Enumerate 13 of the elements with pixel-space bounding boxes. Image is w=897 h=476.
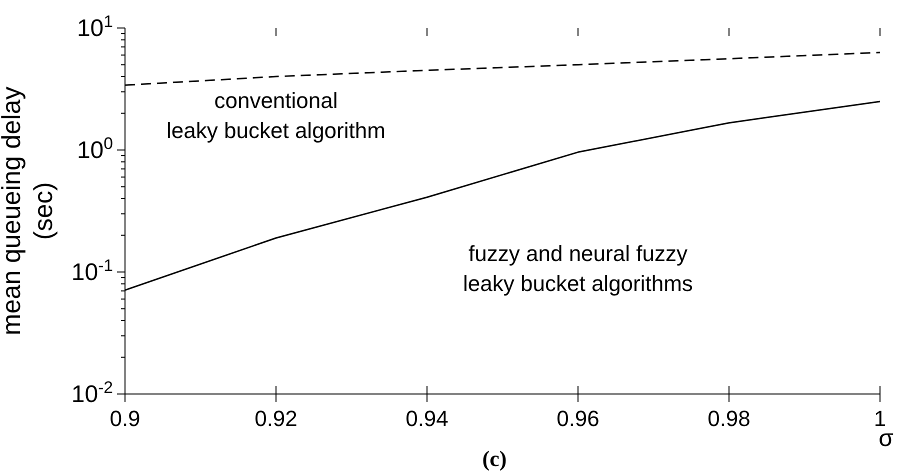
text: (c) (482, 446, 507, 471)
y-tick-label: 10$^{-2}$ (71, 378, 113, 408)
x-tick-label: 0.94 (406, 406, 448, 431)
y-tick-label: 10$^{-1}$ (71, 256, 113, 286)
x-tick-label: 0.98 (708, 406, 750, 431)
x-tick-label: 0.9 (110, 406, 140, 431)
y-tick-label: 10$^{0}$ (76, 134, 113, 164)
text: fuzzy and neural fuzzy leaky bucket algorithms (463, 241, 693, 296)
y-axis-title: mean queueing delay (sec) (0, 86, 58, 336)
y-tick-label: 10$^{1}$ (76, 12, 113, 42)
series-label: conventional leaky bucket algorithm (166, 88, 386, 143)
x-tick-label: 0.92 (254, 406, 298, 431)
x-tick-label: 0.96 (556, 406, 600, 431)
